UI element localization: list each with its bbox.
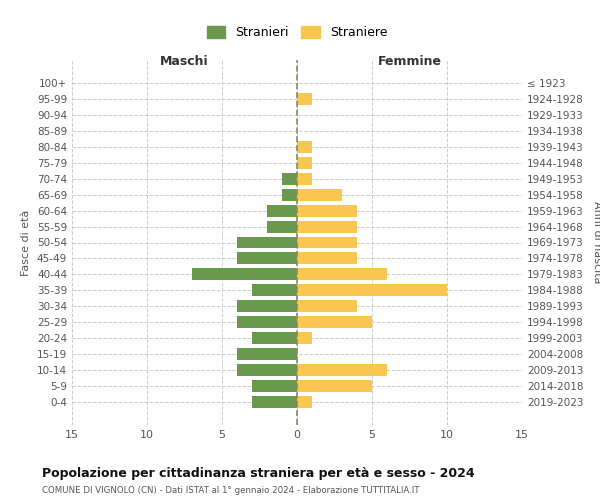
Bar (267, 220, 297, 232)
Bar (267, 204, 297, 216)
Bar (297, 284, 447, 296)
Bar (297, 140, 312, 152)
Bar (237, 252, 297, 264)
Text: Popolazione per cittadinanza straniera per età e sesso - 2024: Popolazione per cittadinanza straniera p… (42, 468, 475, 480)
Legend: Stranieri, Straniere: Stranieri, Straniere (203, 22, 391, 43)
Bar (237, 236, 297, 248)
Bar (237, 364, 297, 376)
Bar (297, 268, 387, 280)
Bar (237, 300, 297, 312)
Bar (297, 92, 312, 104)
Bar (297, 316, 372, 328)
Bar (237, 316, 297, 328)
Bar (297, 332, 312, 344)
Y-axis label: Fasce di età: Fasce di età (22, 210, 31, 276)
Bar (297, 188, 342, 200)
Bar (252, 332, 297, 344)
Text: Maschi: Maschi (160, 55, 209, 68)
Bar (297, 252, 357, 264)
Y-axis label: Anni di nascita: Anni di nascita (592, 201, 600, 284)
Bar (297, 364, 387, 376)
Bar (282, 172, 297, 184)
Bar (297, 204, 357, 216)
Bar (297, 236, 357, 248)
Bar (192, 268, 297, 280)
Bar (282, 188, 297, 200)
Bar (252, 380, 297, 392)
Bar (237, 348, 297, 360)
Bar (252, 284, 297, 296)
Bar (297, 300, 357, 312)
Bar (297, 380, 372, 392)
Text: COMUNE DI VIGNOLO (CN) - Dati ISTAT al 1° gennaio 2024 - Elaborazione TUTTITALIA: COMUNE DI VIGNOLO (CN) - Dati ISTAT al 1… (42, 486, 419, 495)
Bar (297, 396, 312, 408)
Bar (297, 220, 357, 232)
Bar (252, 396, 297, 408)
Text: Femmine: Femmine (377, 55, 442, 68)
Bar (297, 156, 312, 168)
Bar (297, 172, 312, 184)
